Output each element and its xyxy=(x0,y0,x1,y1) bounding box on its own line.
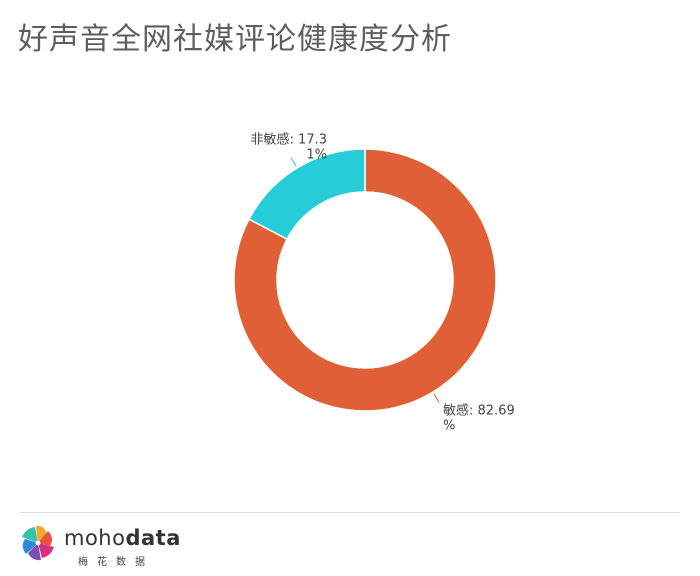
chart-title: 好声音全网社媒评论健康度分析 xyxy=(18,22,452,57)
brand-logo: mohodata 梅花数据 xyxy=(18,522,238,568)
brand-wordmark: mohodata xyxy=(64,526,181,550)
slice-labels: 敏感: 82.69 % 非敏感: 17.3 1% xyxy=(251,132,515,434)
leader-line-0 xyxy=(433,393,440,403)
brand-name-part2: data xyxy=(125,526,181,550)
donut-slices xyxy=(233,148,497,412)
pinwheel-logo-icon xyxy=(22,525,54,561)
leader-line-1 xyxy=(290,157,297,167)
donut-slice-1[interactable] xyxy=(247,148,366,241)
brand-name-part1: moho xyxy=(64,526,126,550)
slice-label-1: 非敏感: 17.3 1% xyxy=(251,132,327,163)
brand-subtitle: 梅花数据 xyxy=(78,557,154,568)
footer-divider xyxy=(20,512,680,513)
donut-chart: 敏感: 82.69 % 非敏感: 17.3 1% xyxy=(233,132,515,434)
slice-label-0: 敏感: 82.69% xyxy=(443,402,515,433)
donut-slice-0[interactable] xyxy=(233,148,497,412)
